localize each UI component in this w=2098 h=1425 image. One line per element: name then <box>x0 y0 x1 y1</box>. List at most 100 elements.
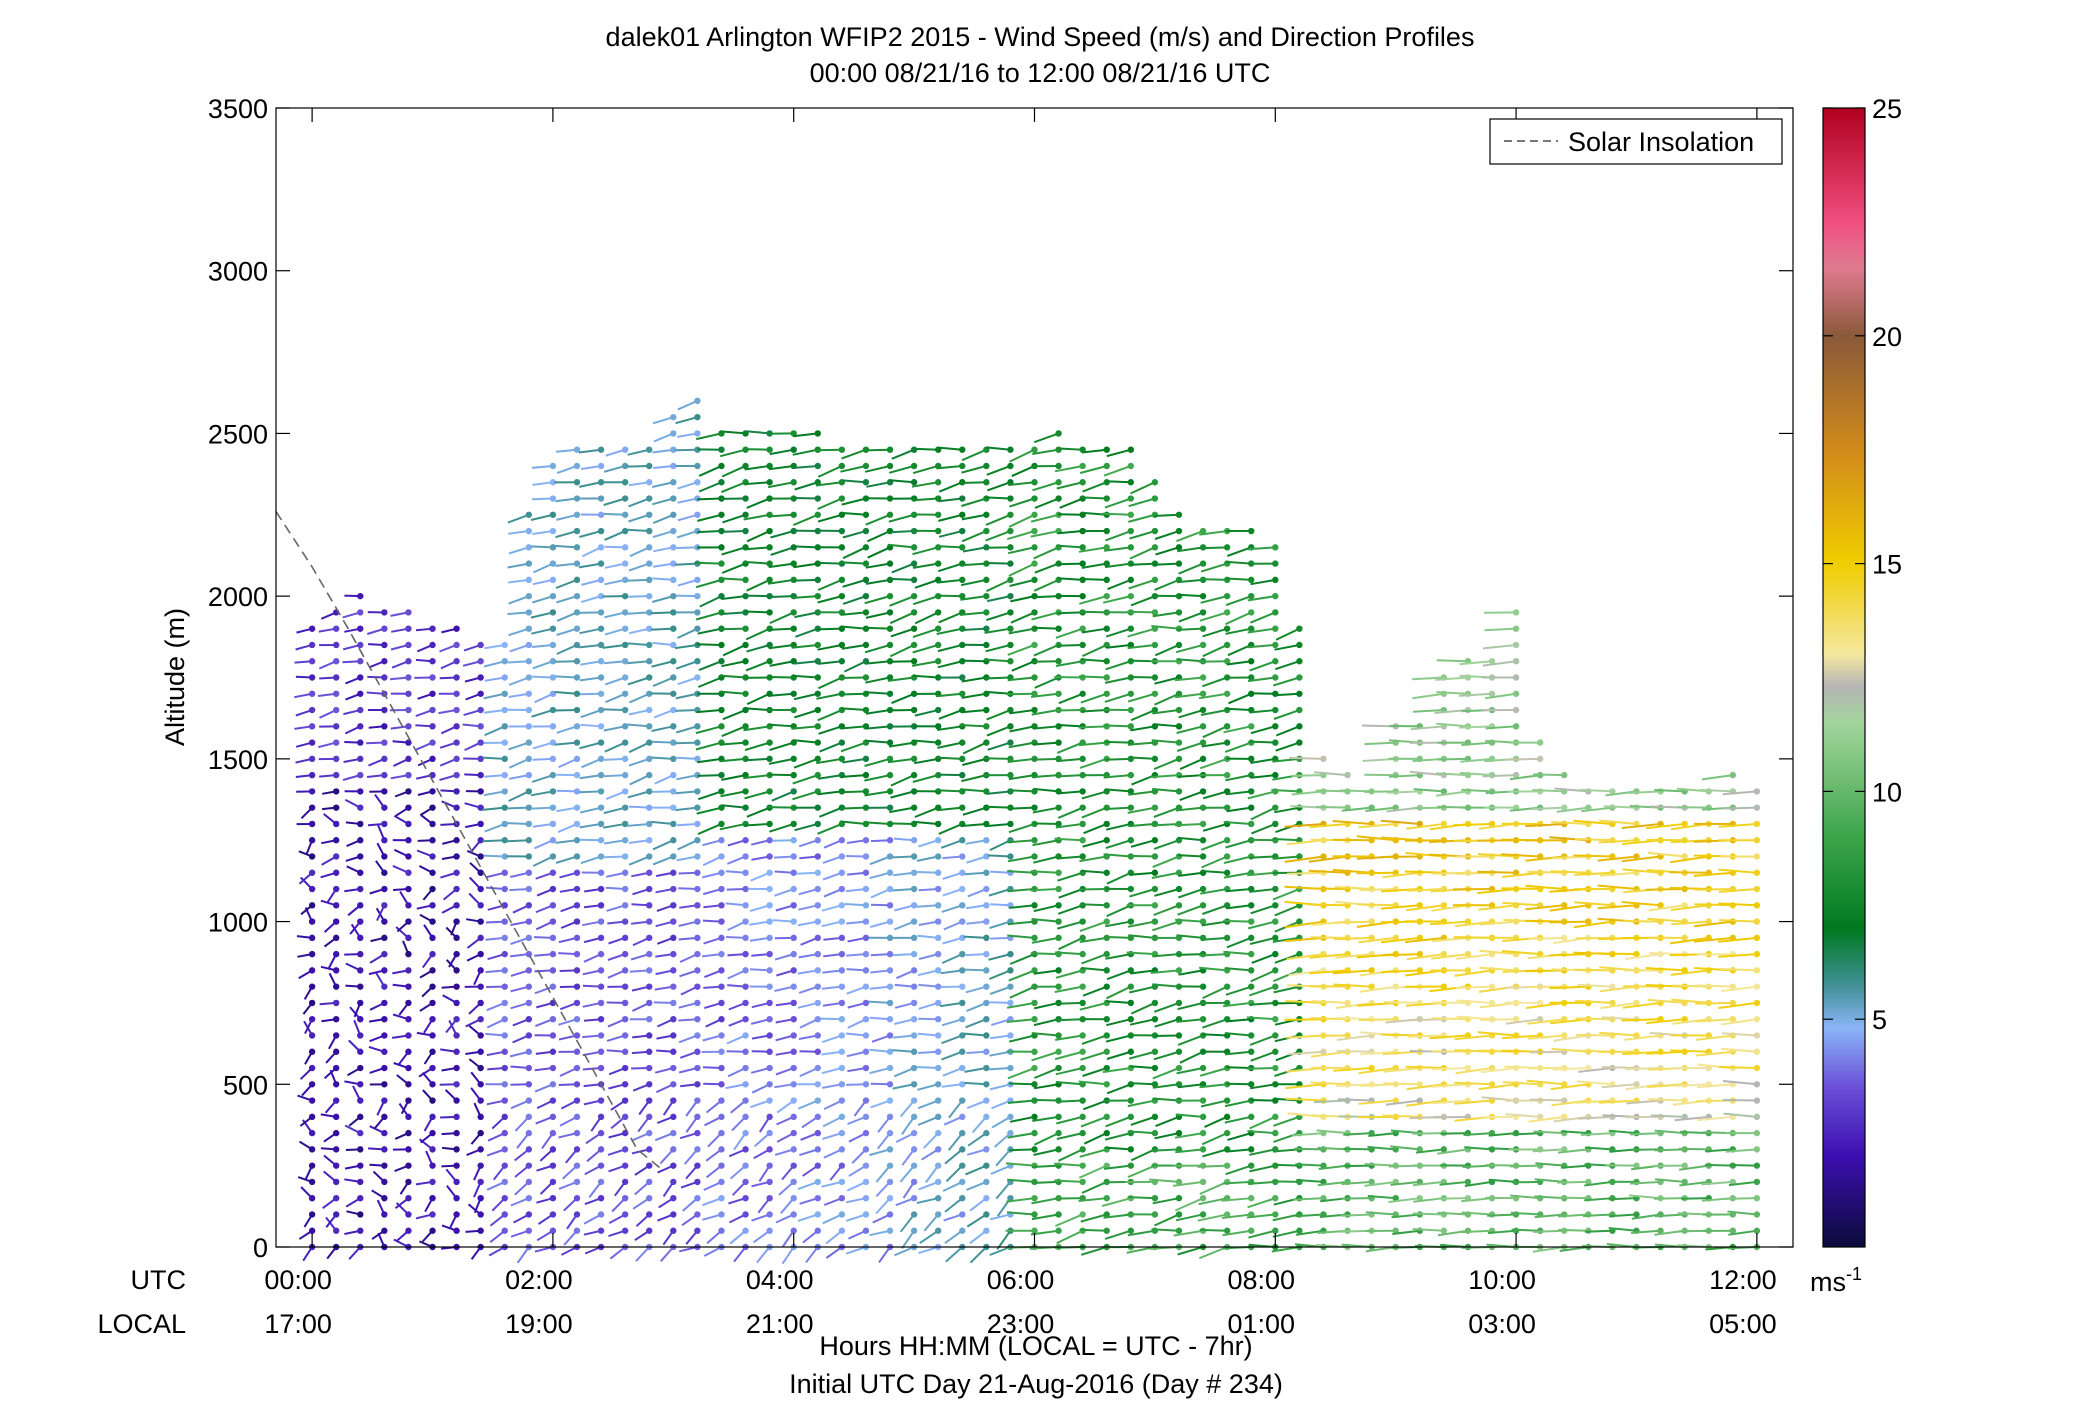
wind-barb <box>870 1099 891 1109</box>
wind-barb <box>942 1181 963 1192</box>
wind-barb <box>1527 1034 1565 1040</box>
wind-barb-point <box>525 690 533 697</box>
wind-barb <box>1031 1164 1059 1168</box>
wind-barb-point <box>766 853 773 860</box>
wind-barb <box>1599 985 1637 993</box>
wind-barb-point <box>983 1081 990 1088</box>
wind-barb <box>1247 643 1276 649</box>
wind-barb-point <box>1055 690 1062 697</box>
wind-barb-point <box>862 479 870 486</box>
wind-barb-point <box>983 885 990 893</box>
wind-barb <box>1249 1164 1276 1173</box>
wind-barb-point <box>501 755 508 763</box>
wind-barb <box>1286 871 1324 875</box>
wind-barb <box>1175 1148 1204 1154</box>
wind-barb <box>986 725 1011 737</box>
wind-barb-point <box>718 1048 725 1055</box>
wind-barb <box>626 528 650 533</box>
wind-barb-point <box>742 576 749 584</box>
wind-barb-point <box>1079 1162 1086 1169</box>
wind-barb <box>635 1246 650 1262</box>
wind-barb <box>1359 888 1396 892</box>
wind-barb-point <box>959 1146 966 1153</box>
wind-barb-point <box>670 1178 677 1186</box>
wind-barb-point <box>621 934 629 942</box>
wind-barb <box>1459 725 1493 729</box>
wind-barb <box>1059 497 1084 509</box>
wind-barb <box>1550 870 1589 874</box>
wind-barb <box>1454 1099 1493 1105</box>
wind-barb-point <box>308 1227 316 1234</box>
wind-barb-point <box>525 1113 533 1121</box>
wind-barb <box>1006 1018 1035 1023</box>
wind-barb-point <box>694 592 701 600</box>
wind-barb <box>581 546 602 558</box>
wind-barb <box>1225 790 1252 796</box>
wind-barb <box>1222 1180 1252 1185</box>
wind-barb <box>1681 1197 1709 1200</box>
wind-barb <box>697 513 722 522</box>
wind-barb-point <box>1248 723 1255 730</box>
wind-barb <box>895 1132 915 1143</box>
wind-barb-point <box>477 983 484 990</box>
wind-barb-point <box>549 771 557 779</box>
wind-barb <box>1032 822 1059 825</box>
wind-barb-point <box>549 853 557 860</box>
wind-barb-point <box>1031 1113 1038 1121</box>
wind-barb <box>1580 1132 1613 1136</box>
wind-barb-point <box>549 560 557 567</box>
wind-barb-point <box>790 983 797 990</box>
wind-barb <box>507 822 529 825</box>
wind-barb <box>960 788 987 793</box>
wind-barb-point <box>573 820 581 828</box>
wind-barb-point <box>597 511 605 518</box>
wind-barb <box>695 741 722 751</box>
wind-barb-point <box>381 706 388 714</box>
wind-barb-point <box>1127 837 1135 844</box>
wind-barb <box>628 513 650 523</box>
wind-barb <box>516 1246 530 1264</box>
wind-barb-point <box>1464 1064 1472 1072</box>
wind-barb-point <box>597 690 605 697</box>
wind-barb-point <box>1272 918 1279 925</box>
wind-barb <box>532 481 554 486</box>
wind-barb <box>1223 871 1252 879</box>
wind-barb-point <box>838 934 846 942</box>
wind-barb <box>1413 788 1444 793</box>
wind-barb <box>1550 1083 1589 1091</box>
wind-barb <box>721 725 746 738</box>
wind-barb-point <box>886 739 894 746</box>
wind-barb <box>1335 953 1372 959</box>
wind-barb-point <box>886 771 894 779</box>
wind-barb-point <box>886 674 894 681</box>
wind-barb-point <box>1007 706 1014 714</box>
wind-barb-point <box>1488 1081 1496 1088</box>
wind-barb <box>1463 1132 1493 1136</box>
wind-barb-point <box>1296 625 1303 632</box>
wind-barb-point <box>838 902 846 909</box>
wind-barb <box>1295 1229 1324 1236</box>
wind-barb-point <box>814 820 821 828</box>
wind-barb-point <box>790 1016 797 1023</box>
wind-barb-point <box>1320 1097 1327 1104</box>
wind-barb <box>1430 953 1469 960</box>
wind-barb-point <box>1103 495 1110 502</box>
wind-barb-point <box>886 560 894 567</box>
wind-barb <box>703 1181 722 1191</box>
wind-barb-point <box>332 1016 340 1023</box>
wind-barb <box>851 1148 867 1164</box>
wind-barb <box>1057 724 1083 728</box>
wind-barb-point <box>934 1227 942 1234</box>
wind-barb-point <box>1103 983 1110 990</box>
wind-barb-point <box>381 1032 388 1039</box>
wind-barb-point <box>1248 1113 1255 1121</box>
wind-barb-point <box>886 1146 894 1153</box>
wind-barb-point <box>1633 1211 1640 1218</box>
wind-barb-point <box>429 950 436 958</box>
wind-barb-point <box>838 462 846 470</box>
wind-barb-point <box>862 641 870 649</box>
wind-barb <box>555 497 578 503</box>
wind-barb-point <box>332 690 340 697</box>
wind-barb-point <box>1320 1162 1327 1169</box>
wind-barb-point <box>718 853 725 860</box>
